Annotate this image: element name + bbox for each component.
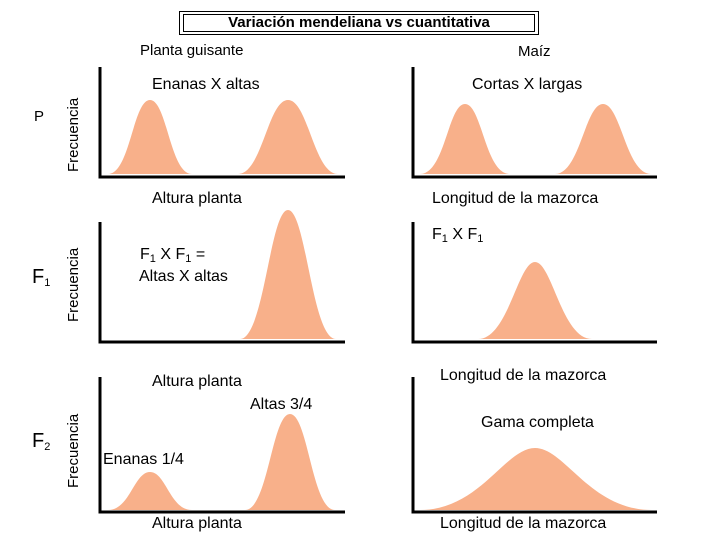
slide-title-inner-border (183, 14, 535, 32)
slide-title-box: Variación mendeliana vs cuantitativa (179, 11, 539, 35)
panel-f1-left (98, 210, 345, 344)
axes-p-right (411, 67, 657, 179)
row-label-f2: F2 (32, 430, 51, 453)
xlabel-p-maize: Longitud de la mazorca (432, 190, 599, 207)
column-header-maize: Maíz (518, 43, 551, 60)
label-f2-full-range: Gama completa (481, 414, 594, 431)
row-label-p: P (34, 108, 45, 125)
cross-f1-pea-line2: Altas X altas (139, 268, 228, 285)
curve-f1-intermediate (478, 262, 592, 339)
curve-long-parent (555, 104, 651, 174)
curve-f2-full-range (420, 448, 652, 510)
panel-f2-left (98, 377, 345, 514)
axes-p-left (98, 67, 345, 179)
label-f2-tall-fraction: Altas 3/4 (250, 396, 313, 413)
curve-f2-dwarf (108, 472, 192, 510)
curve-short-parent (420, 104, 510, 174)
label-f2-dwarf-fraction: Enanas 1/4 (103, 451, 184, 468)
panel-p-right (411, 67, 657, 179)
xlabel-f2-pea: Altura planta (152, 515, 242, 532)
xlabel-f2-maize: Longitud de la mazorca (440, 515, 607, 532)
panel-p-left (98, 67, 345, 179)
xlabel-f1-pea: Altura planta (152, 373, 242, 390)
row-label-f1: F1 (32, 266, 51, 289)
curve-tall-parent (238, 100, 338, 174)
cross-p-maize: Cortas X largas (472, 76, 583, 93)
cross-f1-pea-line1: F1 X F1 = (140, 246, 206, 265)
xlabel-p-pea: Altura planta (152, 190, 242, 207)
column-header-pea: Planta guisante (140, 42, 244, 59)
cross-f1-maize: F1 X F1 (432, 226, 484, 245)
curve-dwarf-parent (108, 100, 192, 174)
curve-f1-tall (240, 210, 336, 339)
axes-f2-right (411, 377, 657, 514)
xlabel-f1-maize: Longitud de la mazorca (440, 367, 607, 384)
panel-f1-right (411, 222, 657, 344)
axes-f1-right (411, 222, 657, 344)
axes-f1-left (98, 222, 345, 344)
panel-f2-right (411, 377, 657, 514)
cross-p-pea: Enanas X altas (152, 76, 260, 93)
axes-f2-left (98, 377, 345, 514)
curve-f2-tall (245, 414, 335, 510)
slide-title: Variación mendeliana vs cuantitativa (228, 14, 490, 31)
